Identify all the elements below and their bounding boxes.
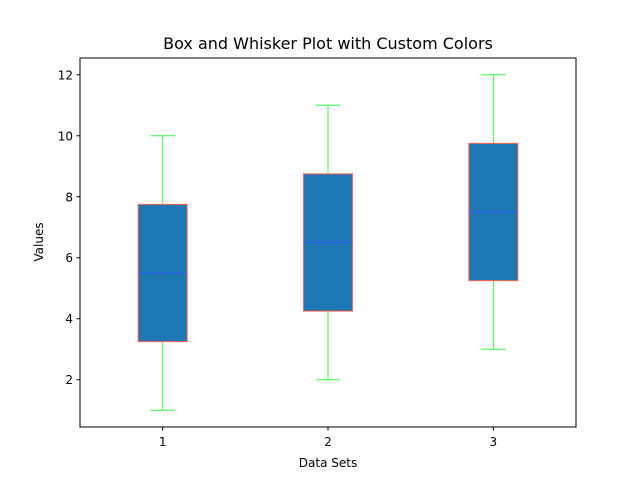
y-axis-label: Values [32,222,46,261]
x-tick-label: 3 [490,435,498,449]
y-tick-label: 4 [65,312,73,326]
y-tick-label: 8 [65,190,73,204]
x-tick-label: 1 [159,435,167,449]
x-axis-label: Data Sets [299,456,357,470]
y-tick-label: 6 [65,251,73,265]
y-tick-label: 2 [65,373,73,387]
chart-title: Box and Whisker Plot with Custom Colors [163,34,493,53]
x-tick-label: 2 [324,435,332,449]
y-tick-label: 10 [58,129,73,143]
y-tick-label: 12 [58,68,73,82]
